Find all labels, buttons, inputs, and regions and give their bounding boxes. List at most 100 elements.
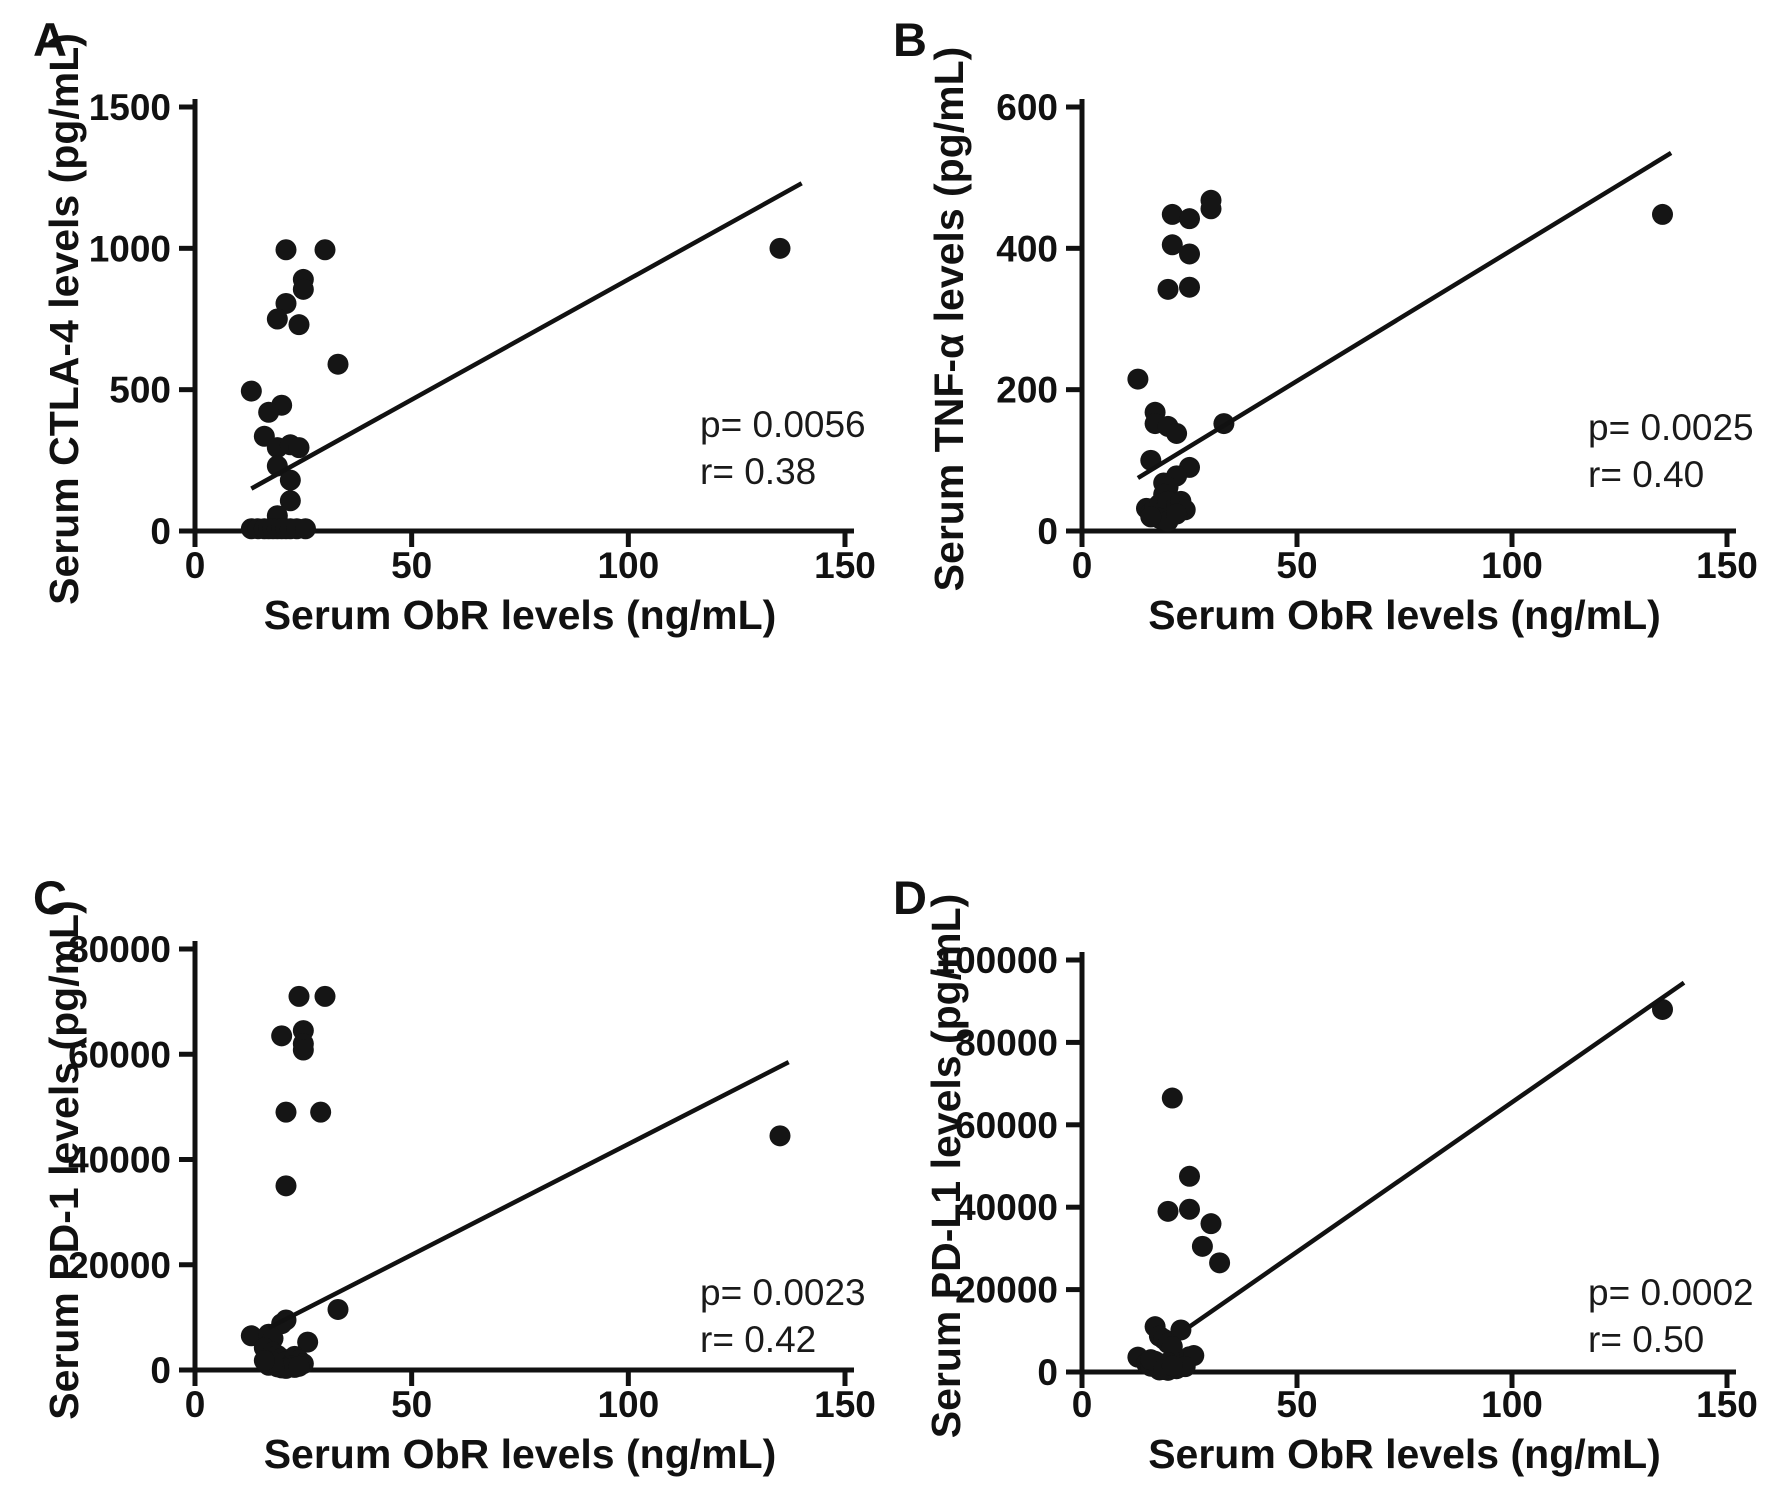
data-point (1161, 203, 1183, 225)
y-tick-group: 0 500 1000 1500 (89, 87, 195, 552)
data-point (295, 518, 316, 540)
x-tick-label: 150 (1696, 1384, 1758, 1425)
x-tick-label: 50 (391, 545, 432, 586)
data-point (1179, 1165, 1200, 1187)
y-tick-label: 60000 (68, 1034, 171, 1075)
y-tick-label: 80000 (68, 929, 171, 970)
x-tick-group: 0 50 100 150 (185, 1370, 876, 1425)
regression-line (1188, 980, 1686, 1329)
panel-letter-C: C (33, 871, 67, 924)
data-point (1191, 1235, 1213, 1257)
data-point (279, 469, 301, 491)
y-tick-label: 0 (150, 511, 171, 552)
data-point (297, 1331, 319, 1353)
panel-letter-D: D (893, 871, 927, 924)
x-tick-label: 150 (814, 1384, 876, 1425)
data-point (1209, 1252, 1231, 1274)
data-point (1161, 1087, 1183, 1109)
y-tick-label: 0 (1037, 511, 1058, 552)
x-tick-label: 50 (1276, 545, 1317, 586)
panel-letter-A: A (33, 13, 67, 66)
data-point (288, 985, 310, 1007)
data-point (1157, 278, 1179, 300)
panel-D: D 0 50 100 150 0 20000 40000 60000 80000 100000 p= … (893, 871, 1758, 1477)
data-point (314, 985, 336, 1007)
data-point (1179, 208, 1200, 230)
regression-line (250, 181, 803, 491)
x-tick-label: 0 (1072, 1384, 1093, 1425)
y-tick-label: 100000 (935, 940, 1058, 981)
scatter-points (1127, 189, 1673, 532)
panel-B: B 0 50 100 150 0 200 400 600 p= 0.0025 r= 0.40 Seru… (893, 13, 1758, 638)
data-point (292, 1039, 314, 1061)
data-point (327, 353, 349, 375)
data-point (1140, 506, 1162, 528)
y-tick-group: 0 200 400 600 (996, 87, 1082, 552)
y-tick-group: 0 20000 40000 60000 80000 (68, 929, 195, 1391)
scatter-points (240, 237, 791, 540)
y-tick-label: 20000 (955, 1270, 1058, 1311)
data-point (1166, 503, 1188, 525)
y-tick-label: 20000 (68, 1245, 171, 1286)
data-point (1200, 198, 1222, 220)
x-tick-label: 100 (597, 545, 659, 586)
data-point (1161, 1335, 1183, 1357)
scatter-points (1127, 998, 1673, 1381)
p-value-annotation: p= 0.0002 (1588, 1272, 1754, 1313)
data-point (292, 278, 314, 300)
data-point (1166, 422, 1188, 444)
x-tick-group: 0 50 100 150 (185, 531, 876, 586)
r-value-annotation: r= 0.38 (700, 451, 816, 492)
x-axis-title: Serum ObR levels (ng/mL) (264, 592, 777, 638)
data-point (327, 1298, 349, 1320)
regression-line (267, 1060, 790, 1330)
p-value-annotation: p= 0.0056 (700, 404, 866, 445)
y-tick-label: 500 (109, 370, 171, 411)
x-axis-title: Serum ObR levels (ng/mL) (1148, 592, 1661, 638)
x-tick-group: 0 50 100 150 (1072, 1372, 1758, 1425)
data-point (288, 1355, 310, 1377)
x-tick-label: 50 (1276, 1384, 1317, 1425)
data-point (271, 1025, 293, 1047)
y-tick-label: 40000 (955, 1187, 1058, 1228)
data-point (310, 1101, 332, 1123)
y-tick-label: 200 (996, 370, 1058, 411)
data-point (258, 401, 280, 423)
y-tick-label: 400 (996, 228, 1058, 269)
data-point (769, 1125, 791, 1147)
data-point (288, 314, 310, 336)
data-point (253, 1350, 275, 1372)
r-value-annotation: r= 0.42 (700, 1319, 816, 1360)
data-point (769, 237, 791, 259)
data-point (1161, 234, 1183, 256)
y-tick-label: 80000 (955, 1022, 1058, 1063)
panel-C: C 0 50 100 150 0 20000 40000 60000 80000 p= 0.0023… (33, 871, 876, 1477)
y-tick-label: 1000 (89, 228, 171, 269)
x-axis-title: Serum ObR levels (ng/mL) (264, 1431, 777, 1477)
x-axis-title: Serum ObR levels (ng/mL) (1148, 1431, 1661, 1477)
data-point (1161, 1355, 1183, 1377)
x-tick-label: 0 (1072, 545, 1093, 586)
y-tick-label: 40000 (68, 1140, 171, 1181)
y-axis-title: Serum TNF-α levels (pg/mL) (926, 47, 972, 592)
x-tick-group: 0 50 100 150 (1072, 531, 1758, 586)
y-tick-label: 0 (1037, 1352, 1058, 1393)
x-tick-label: 0 (185, 545, 206, 586)
data-point (275, 1101, 297, 1123)
data-point (1127, 368, 1149, 390)
x-tick-label: 50 (391, 1384, 432, 1425)
y-tick-group: 0 20000 40000 60000 80000 100000 (935, 940, 1082, 1393)
y-axis-title: Serum CTLA-4 levels (pg/mL) (41, 33, 87, 605)
x-tick-label: 100 (597, 1384, 659, 1425)
data-point (1179, 243, 1200, 265)
data-point (275, 292, 297, 314)
data-point (275, 239, 297, 261)
r-value-annotation: r= 0.40 (1588, 454, 1704, 495)
y-tick-label: 60000 (955, 1105, 1058, 1146)
data-point (1179, 1198, 1200, 1220)
y-tick-label: 600 (996, 87, 1058, 128)
data-point (1157, 1200, 1179, 1222)
